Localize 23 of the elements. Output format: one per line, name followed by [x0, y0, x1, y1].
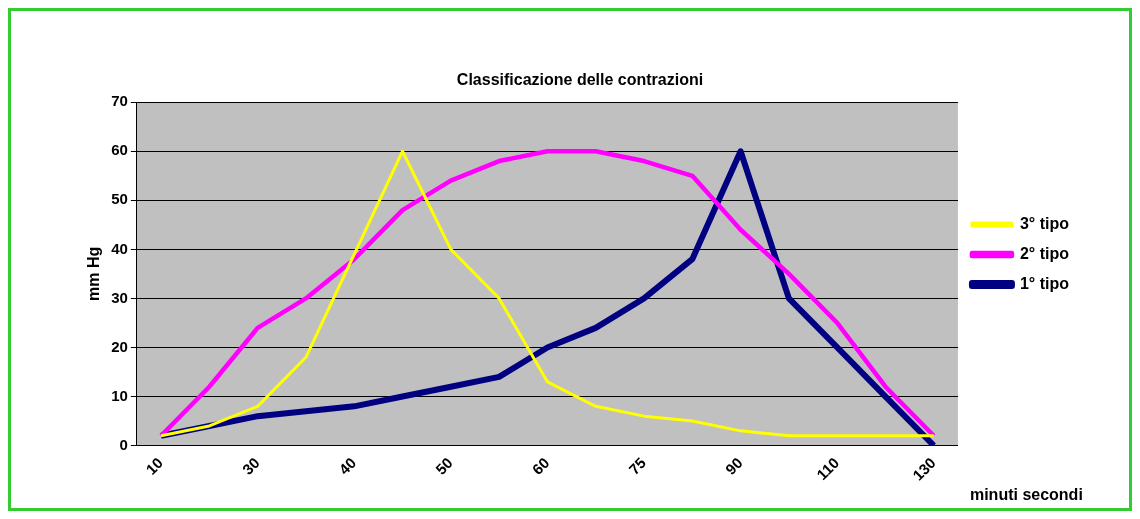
x-tick-label: 10 — [142, 453, 167, 478]
x-tick-label: 130 — [909, 453, 939, 484]
y-tick-label: 40 — [111, 239, 128, 257]
legend-label: 2° tipo — [1019, 244, 1070, 262]
y-axis-title: mm Hg — [85, 246, 103, 301]
y-tick-label: 0 — [119, 435, 128, 453]
legend-label: 1° tipo — [1019, 274, 1070, 292]
y-tick-label: 10 — [111, 386, 128, 404]
chart-title: Classificazione delle contrazioni — [456, 71, 704, 89]
x-tick-label: 50 — [432, 453, 456, 478]
y-tick-label: 20 — [111, 337, 128, 355]
x-axis-title: minuti secondi — [969, 485, 1083, 503]
y-tick-label: 30 — [111, 288, 128, 306]
y-tick-label: 70 — [111, 92, 128, 110]
x-tick-label: 40 — [335, 453, 360, 478]
x-tick-label: 60 — [528, 453, 553, 478]
y-tick-label: 50 — [111, 190, 128, 208]
x-tick-label: 75 — [625, 453, 650, 478]
x-tick-label: 30 — [238, 453, 263, 478]
legend-label: 3° tipo — [1019, 214, 1070, 232]
x-tick-label: 90 — [721, 453, 746, 478]
y-tick-label: 60 — [111, 141, 128, 159]
x-tick-label: 110 — [813, 453, 843, 484]
